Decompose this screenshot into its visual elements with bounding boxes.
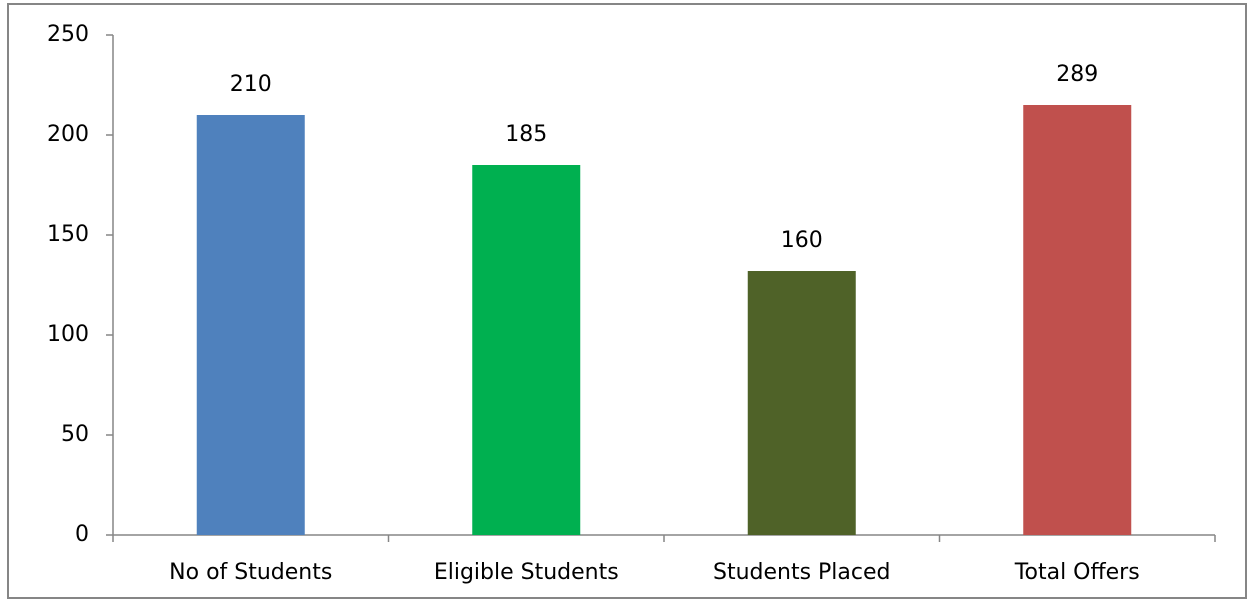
- y-tick-label: 0: [75, 522, 89, 547]
- x-tick-label: Students Placed: [713, 560, 891, 585]
- bar-annotation: 289: [1056, 62, 1098, 87]
- bar: [472, 165, 581, 535]
- y-tick-label: 150: [47, 222, 89, 247]
- x-tick-label: Eligible Students: [434, 560, 619, 585]
- x-tick-label: No of Students: [169, 560, 332, 585]
- bar-annotation: 160: [781, 228, 823, 253]
- y-tick-label: 200: [47, 122, 89, 147]
- y-tick-label: 100: [47, 322, 89, 347]
- y-tick-label: 50: [61, 422, 89, 447]
- bar: [196, 115, 305, 535]
- bar: [747, 271, 856, 535]
- bar: [1023, 105, 1132, 535]
- y-tick-label: 250: [47, 22, 89, 47]
- bar-annotation: 210: [230, 72, 272, 97]
- bar-annotation: 185: [505, 122, 547, 147]
- x-tick-label: Total Offers: [1014, 560, 1140, 585]
